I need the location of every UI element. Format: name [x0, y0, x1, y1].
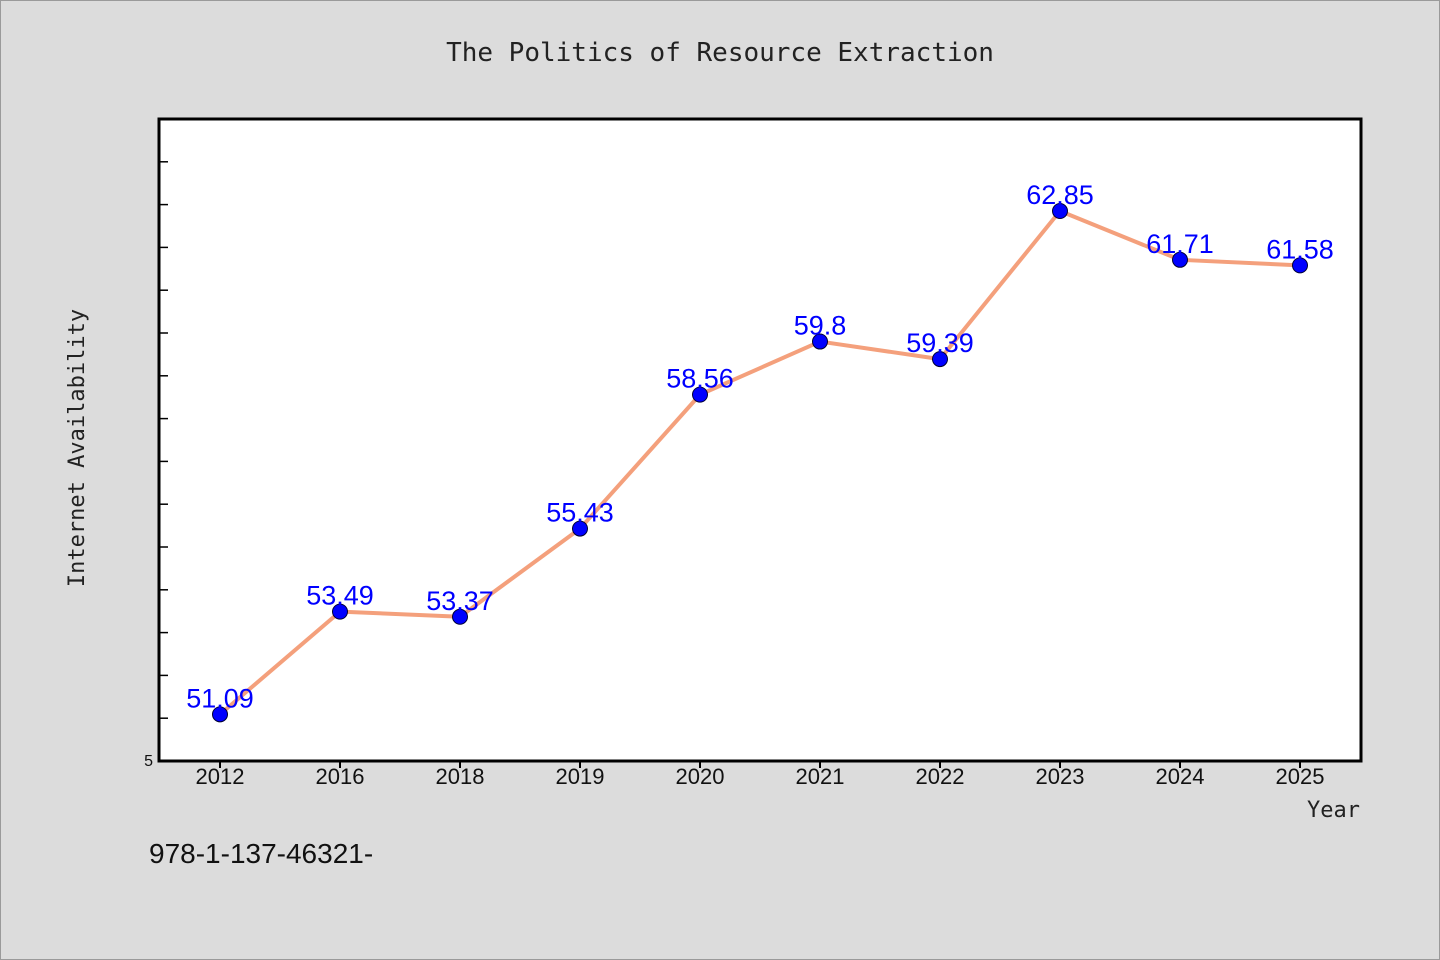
series-line-segment	[1058, 209, 1182, 262]
x-tick-label: 2024	[1156, 764, 1205, 789]
series-line-group	[218, 209, 1302, 717]
data-label: 53.37	[426, 586, 494, 616]
x-axis-ticks: 2012 2016 2018 2019 2020 2021 2022 2023 2024 2025	[196, 760, 1325, 789]
x-tick-label: 2020	[676, 764, 725, 789]
data-label: 59.8	[794, 311, 847, 341]
x-axis-title: Year	[1307, 798, 1360, 823]
plot-area	[157, 117, 1363, 763]
series-line-segment	[1178, 257, 1302, 268]
data-label: 61.71	[1146, 229, 1214, 259]
data-point	[1052, 203, 1068, 220]
data-point	[932, 351, 948, 368]
x-tick-label: 2018	[436, 764, 485, 789]
data-label: 51.09	[186, 683, 254, 713]
data-label: 62.85	[1026, 180, 1094, 210]
x-tick-label: 2023	[1036, 764, 1085, 789]
x-tick-label: 2016	[316, 764, 365, 789]
y-tick-label: 5	[144, 753, 153, 770]
series-line-segment	[938, 209, 1062, 362]
series-markers	[212, 203, 1308, 723]
data-label: 61.58	[1266, 234, 1334, 264]
data-point	[332, 603, 348, 620]
chart-title: The Politics of Resource Extraction	[446, 38, 994, 68]
y-axis-ticks	[159, 161, 168, 719]
series-line-segment	[218, 609, 342, 717]
data-point	[1172, 251, 1188, 268]
series-line-segment	[818, 339, 942, 362]
x-tick-label: 2025	[1276, 764, 1325, 789]
data-label: 53.49	[306, 581, 374, 611]
y-axis-title: Internet Availability	[65, 309, 90, 587]
data-point	[452, 608, 468, 625]
data-label: 58.56	[666, 364, 734, 394]
data-point	[812, 333, 828, 350]
data-point	[1292, 257, 1308, 274]
footnote-isbn: 978-1-137-46321-	[149, 838, 373, 869]
x-tick-label: 2019	[556, 764, 605, 789]
x-tick-label: 2012	[196, 764, 245, 789]
data-point	[212, 706, 228, 723]
data-labels: 51.09 53.49 53.37 55.43 58.56 59.8 59.39 62.85 6…	[186, 180, 1334, 713]
series-line-segment	[578, 392, 702, 531]
series-line-segment	[698, 339, 822, 397]
data-point	[572, 520, 588, 537]
x-tick-label: 2021	[796, 764, 845, 789]
series-line-segment	[458, 526, 582, 619]
series-line-segment	[338, 609, 462, 619]
x-tick-label: 2022	[916, 764, 965, 789]
data-point	[692, 386, 708, 403]
data-label: 55.43	[546, 498, 614, 528]
data-label: 59.39	[906, 328, 974, 358]
